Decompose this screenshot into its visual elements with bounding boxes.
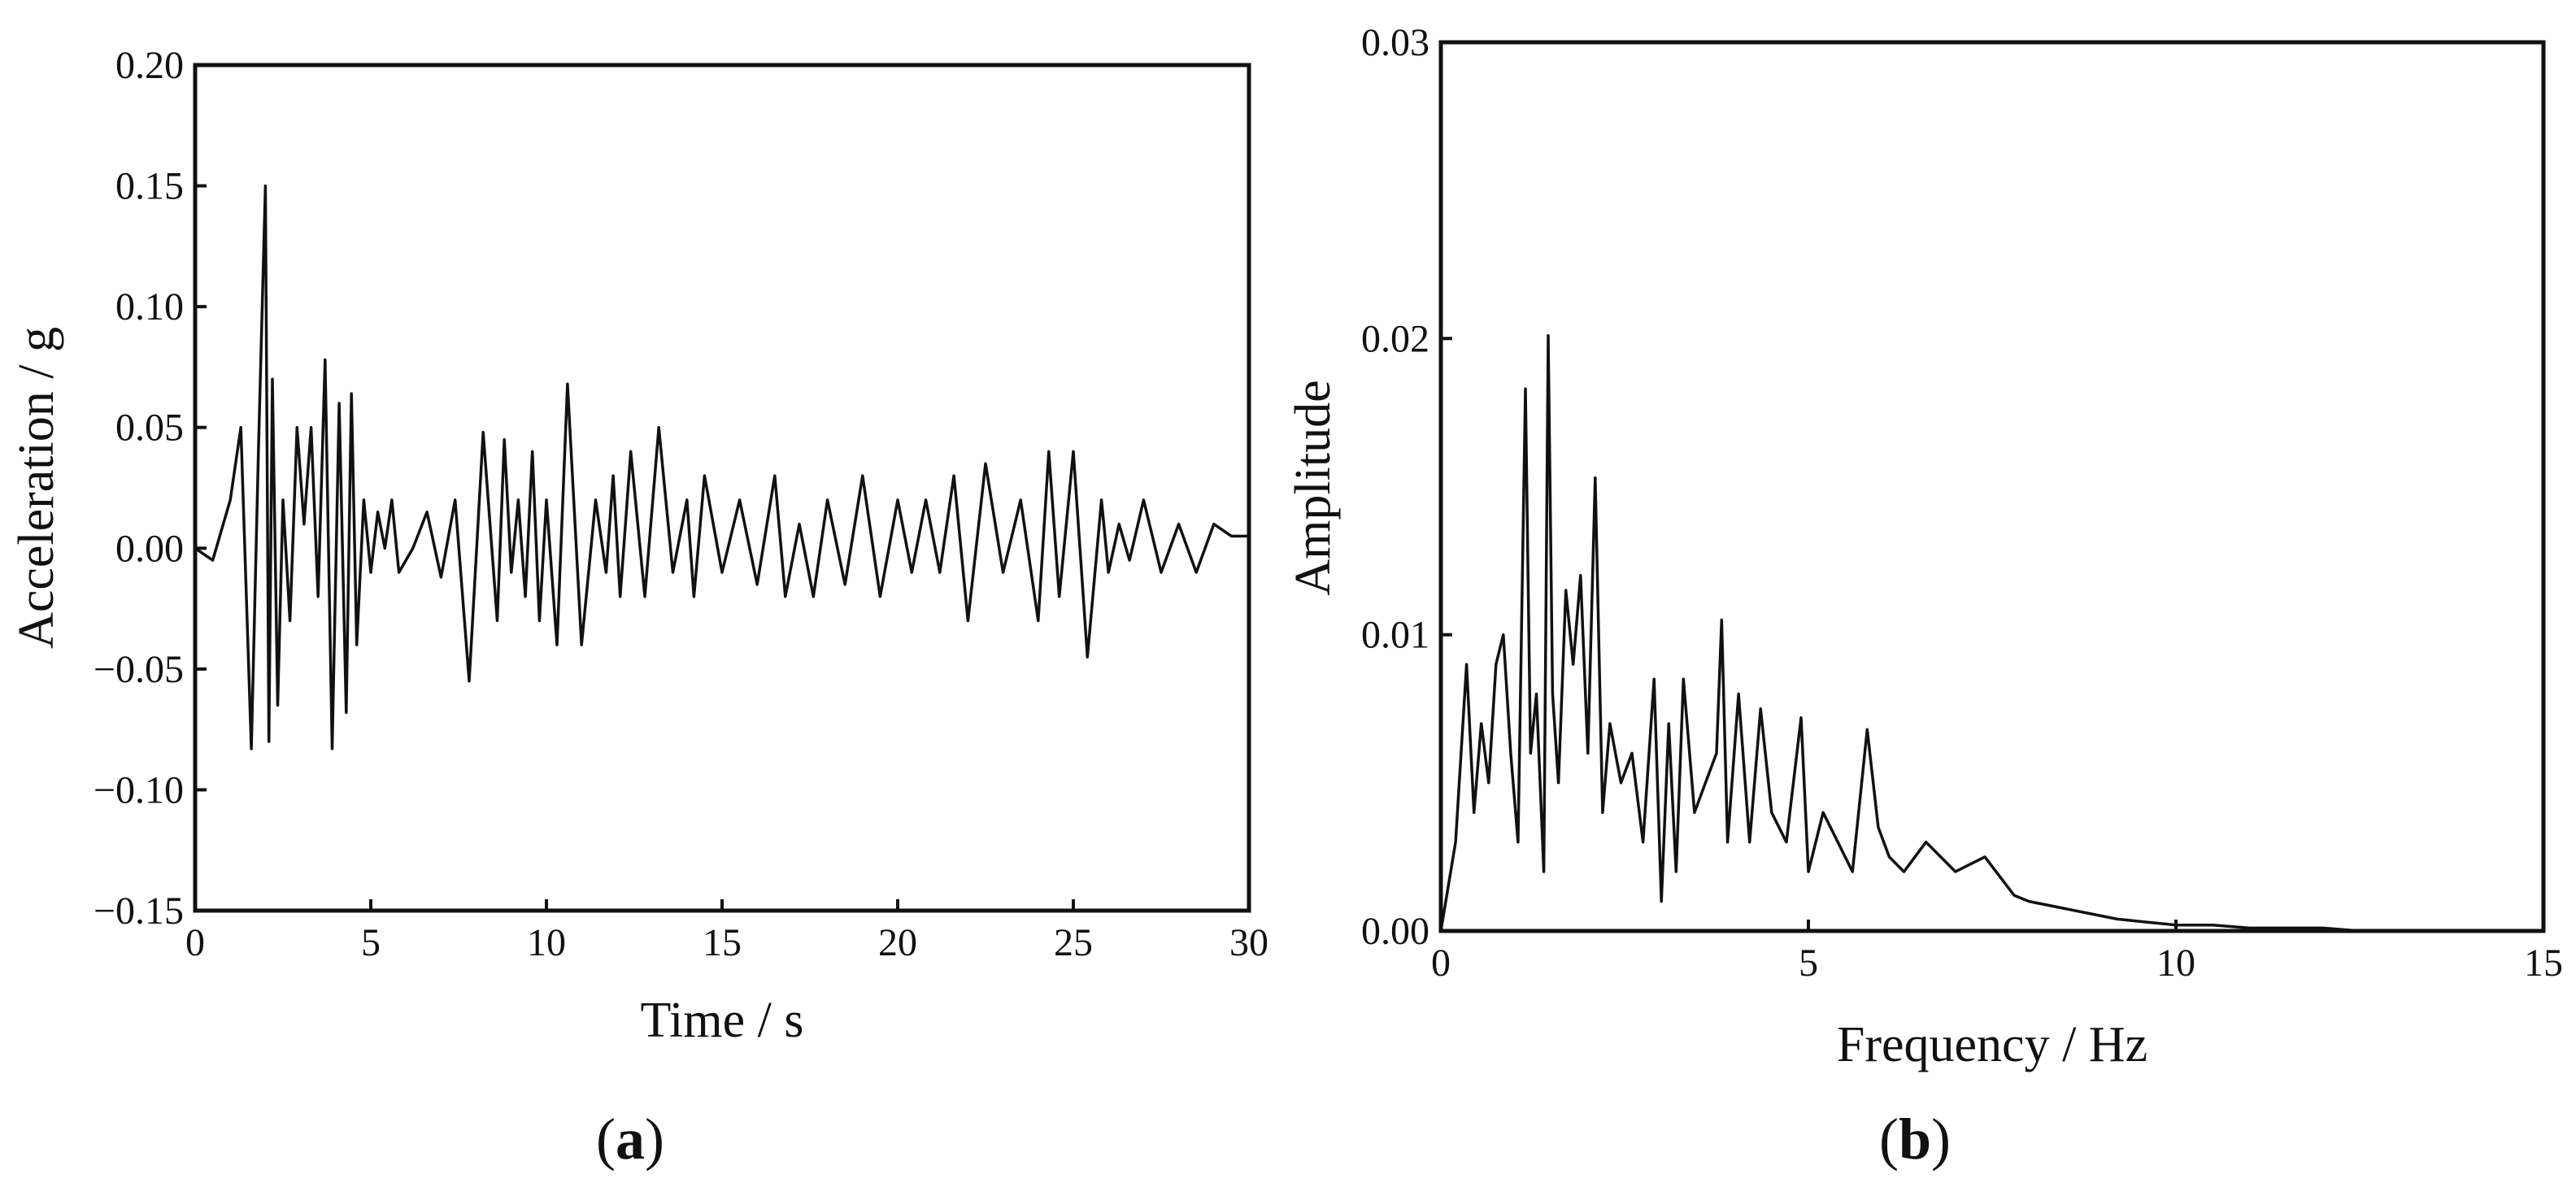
panel-label-a-letter: a xyxy=(616,1107,645,1172)
chart-b: 0 5 10 15 0.00 0.01 0.02 0.03 Frequency / Hz Am… xyxy=(1286,21,2563,1172)
panel-label-a-close: ) xyxy=(645,1107,664,1172)
chart-a-ytick-label: 0.00 xyxy=(115,527,184,570)
chart-a-xtick-label: 20 xyxy=(878,921,917,964)
chart-a-xlabel: Time / s xyxy=(640,993,803,1048)
chart-a-xtick-label: 15 xyxy=(703,921,742,964)
panel-label-a: (a) xyxy=(596,1107,664,1172)
chart-b-ytick-label: 0.03 xyxy=(1361,21,1429,64)
chart-a-ytick-label: 0.20 xyxy=(115,44,184,87)
chart-a-ytick-label: −0.10 xyxy=(94,768,184,811)
panel-label-a-open: ( xyxy=(596,1107,616,1172)
chart-b-ytick-label: 0.01 xyxy=(1361,614,1429,657)
chart-a-ytick-label: 0.05 xyxy=(115,407,184,450)
panel-label-b: (b) xyxy=(1879,1107,1951,1172)
chart-b-xtick-label: 10 xyxy=(2156,942,2195,985)
chart-a-ytick-label: 0.15 xyxy=(115,165,184,208)
chart-a-xtick-label: 0 xyxy=(185,921,205,964)
chart-a-xtick-label: 30 xyxy=(1229,921,1268,964)
chart-a-ytick-label: −0.05 xyxy=(94,648,184,691)
chart-b-amplitude-spectrum xyxy=(1439,333,2543,933)
chart-b-xtick-label: 0 xyxy=(1431,942,1451,985)
chart-a-xtick-label: 25 xyxy=(1054,921,1093,964)
chart-b-xlabel: Frequency / Hz xyxy=(1837,1017,2147,1072)
chart-b-xtick-label: 15 xyxy=(2524,942,2563,985)
chart-a-acceleration-trace xyxy=(194,184,1249,750)
panel-label-b-letter: b xyxy=(1899,1107,1931,1172)
chart-a-ylabel: Acceleration / g xyxy=(9,327,64,649)
chart-b-frame xyxy=(1438,40,2546,933)
panel-label-b-open: ( xyxy=(1879,1107,1899,1172)
chart-a-xtick-label: 10 xyxy=(527,921,566,964)
chart-a-ytick-label: −0.15 xyxy=(94,889,184,933)
chart-b-ytick-label: 0.00 xyxy=(1361,910,1429,953)
chart-a: 0 5 10 15 20 25 30 −0.15 −0.10 −0.05 0.00 0.05 0.10 0… xyxy=(9,44,1268,1172)
chart-b-xtick-label: 5 xyxy=(1799,942,1818,985)
panel-label-b-close: ) xyxy=(1931,1107,1951,1172)
chart-b-ytick-label: 0.02 xyxy=(1361,317,1429,360)
chart-a-xtick-label: 5 xyxy=(361,921,381,964)
chart-b-ylabel: Amplitude xyxy=(1286,380,1341,595)
chart-a-ytick-label: 0.10 xyxy=(115,285,184,328)
